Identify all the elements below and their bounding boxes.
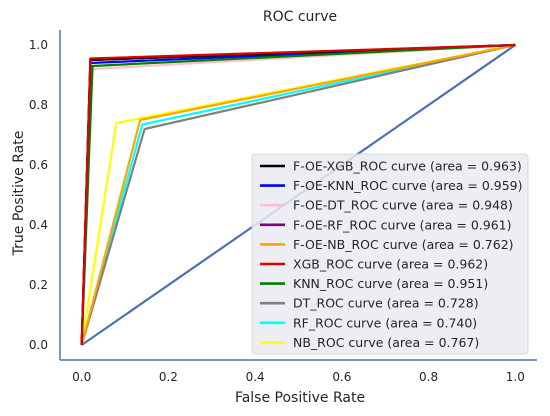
y-tick-label: 0.6 [29,158,48,172]
legend-entry-label: F-OE-DT_ROC curve (area = 0.948) [293,198,513,213]
roc-series-line [80,43,516,346]
legend-entry-label: DT_ROC curve (area = 0.728) [293,296,479,311]
x-tick-label: 0.2 [159,370,178,384]
y-tick-label: 0.4 [29,218,48,232]
legend-entry-label: F-OE-NB_ROC curve (area = 0.762) [293,237,514,252]
legend-entry-label: XGB_ROC curve (area = 0.962) [293,257,488,272]
y-axis-label: True Positive Rate [11,131,27,257]
y-tick-label: 0.2 [29,278,48,292]
legend-entry-label: NB_ROC curve (area = 0.767) [293,335,479,350]
chart-title: ROC curve [263,9,337,25]
x-tick-label: 1.0 [506,370,525,384]
x-tick-label: 0.8 [419,370,438,384]
legend-box [251,153,529,355]
legend: F-OE-XGB_ROC curve (area = 0.963) F-OE-KN… [251,153,529,355]
x-axis-label: False Positive Rate [235,390,365,406]
x-tick-label: 0.4 [246,370,265,384]
legend-entry-label: F-OE-KNN_ROC curve (area = 0.959) [293,178,523,193]
plot-area: 0.0 0.2 0.4 0.6 0.8 1.0 0.0 0.2 0.4 0.6 0.8 1.0 [29,30,537,384]
y-tick-label: 0.0 [29,338,48,352]
y-tick-label: 1.0 [29,38,48,52]
x-tick-label: 0.0 [72,370,91,384]
x-tick-label: 0.6 [332,370,351,384]
legend-entry-label: RF_ROC curve (area = 0.740) [293,315,477,330]
roc-series-line [80,43,516,346]
y-tick-label: 0.8 [29,98,48,112]
legend-entry-label: KNN_ROC curve (area = 0.951) [293,276,488,291]
legend-entry-label: F-OE-RF_ROC curve (area = 0.961) [293,217,511,232]
roc-series-line [80,43,516,346]
legend-entry-label: F-OE-XGB_ROC curve (area = 0.963) [293,159,522,174]
